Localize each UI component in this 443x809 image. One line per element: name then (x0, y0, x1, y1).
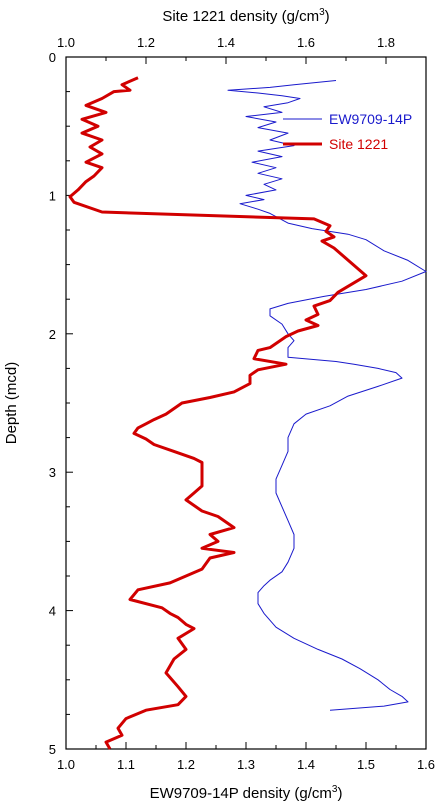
top-tick-label: 1.6 (297, 35, 315, 50)
legend-label-ew9709: EW9709-14P (329, 111, 412, 127)
bottom-tick-label: 1.2 (177, 757, 195, 772)
top-tick-label: 1.0 (57, 35, 75, 50)
bottom-tick-label: 1.6 (417, 757, 435, 772)
top-axis-ticks: 1.0 1.2 1.4 1.6 1.8 (57, 35, 427, 64)
bottom-axis-ticks: 1.0 1.1 1.2 1.3 1.4 1.5 1.6 (57, 742, 435, 772)
top-tick-label: 1.8 (377, 35, 395, 50)
series-layer (68, 76, 427, 750)
bottom-tick-label: 1.1 (117, 757, 135, 772)
top-axis-label: Site 1221 density (g/cm3) (162, 7, 329, 25)
bottom-tick-label: 1.5 (357, 757, 375, 772)
bottom-axis-label: EW9709-14P density (g/cm3) (150, 784, 343, 802)
depth-tick-label: 3 (49, 465, 56, 480)
depth-tick-label: 5 (49, 742, 56, 757)
depth-tick-label: 0 (49, 50, 56, 65)
top-tick-label: 1.4 (217, 35, 235, 50)
bottom-axis-label-sup: 3 (332, 784, 338, 795)
top-tick-label: 1.2 (137, 35, 155, 50)
depth-tick-label: 4 (49, 604, 56, 619)
series-line-ew9709-14p (227, 80, 427, 711)
series-line-site-1221 (68, 76, 368, 750)
plot-frame (65, 56, 427, 750)
y-axis-label: Depth (mcd) (3, 362, 20, 445)
legend-label-site1221: Site 1221 (329, 136, 388, 152)
bottom-tick-label: 1.4 (297, 757, 315, 772)
depth-tick-label: 2 (49, 327, 56, 342)
depth-tick-label: 1 (49, 188, 56, 203)
left-axis-ticks: 0 1 2 3 4 5 (49, 50, 73, 757)
top-axis-label-sup: 3 (319, 7, 325, 18)
bottom-tick-label: 1.0 (57, 757, 75, 772)
bottom-tick-label: 1.3 (237, 757, 255, 772)
legend: EW9709-14P Site 1221 (283, 111, 412, 152)
